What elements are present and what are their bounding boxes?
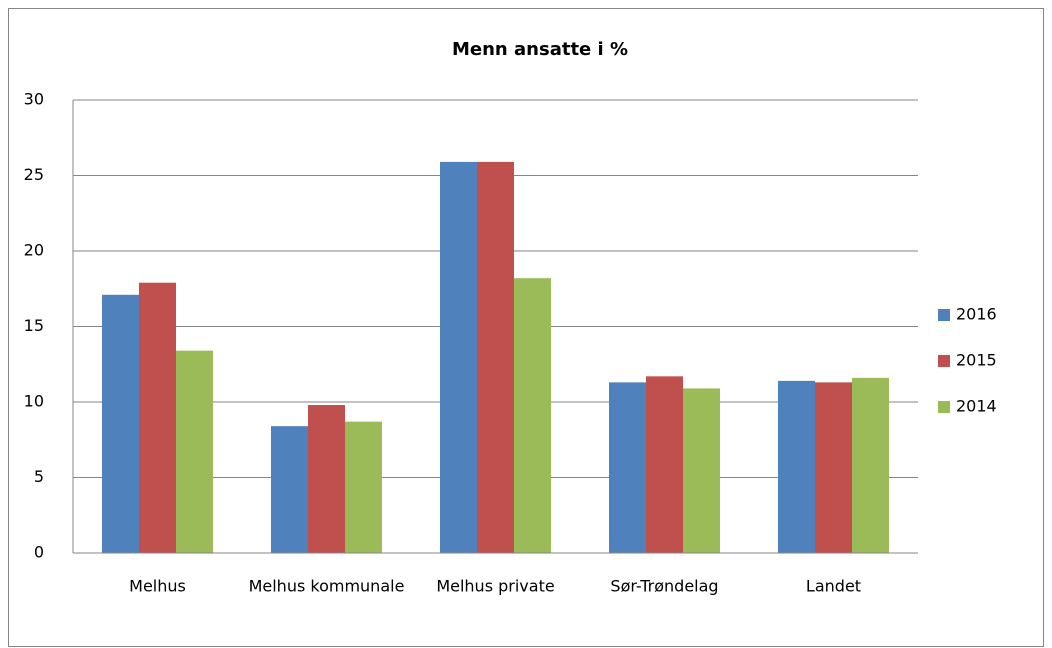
bar — [102, 294, 139, 553]
y-tick-label: 20 — [24, 241, 44, 260]
bar — [308, 405, 345, 553]
x-tick-label: Melhus kommunale — [249, 577, 405, 596]
y-tick-label: 10 — [24, 392, 44, 411]
bar — [646, 376, 683, 553]
bar — [176, 350, 213, 553]
legend-label: 2014 — [956, 397, 997, 416]
legend-swatch — [938, 401, 950, 413]
bar — [440, 161, 477, 553]
bar — [514, 278, 551, 553]
bar — [271, 426, 308, 553]
y-tick-label: 25 — [24, 165, 44, 184]
bar — [778, 380, 815, 553]
x-tick-label: Landet — [806, 577, 861, 596]
legend-swatch — [938, 309, 950, 321]
x-tick-label: Sør-Trøndelag — [610, 577, 718, 596]
y-tick-label: 15 — [24, 316, 44, 335]
bar — [683, 388, 720, 553]
y-tick-label: 0 — [34, 543, 44, 562]
x-tick-label: Melhus private — [436, 577, 554, 596]
chart-title: Menn ansatte i % — [452, 39, 628, 60]
bar — [139, 282, 176, 553]
y-tick-label: 5 — [34, 467, 44, 486]
legend-swatch — [938, 355, 950, 367]
bar — [477, 161, 514, 553]
y-tick-label: 30 — [24, 90, 44, 109]
bar — [815, 382, 852, 553]
legend-label: 2015 — [956, 351, 997, 370]
bar — [852, 377, 889, 553]
bar — [609, 382, 646, 553]
x-tick-label: Melhus — [129, 577, 186, 596]
legend-label: 2016 — [956, 305, 997, 324]
bar — [345, 421, 382, 553]
